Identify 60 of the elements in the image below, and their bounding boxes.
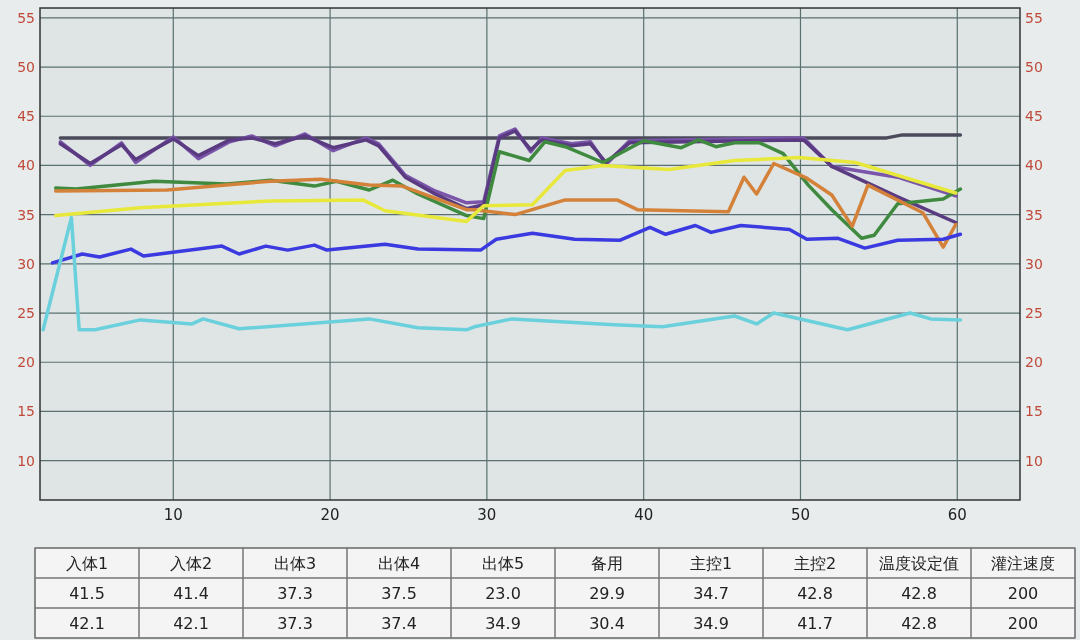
text: 200	[1007, 614, 1039, 633]
text: 主控2	[793, 554, 837, 573]
y-tick-label: 10	[17, 452, 35, 469]
y-tick-label: 40	[17, 157, 35, 174]
text: 37.4	[381, 614, 417, 633]
text: 42.8	[797, 584, 833, 603]
y2-tick-label: 25	[1025, 305, 1043, 322]
line-series	[53, 155, 958, 224]
x-tick-label: 40	[634, 506, 654, 524]
x-tick-label: 30	[477, 506, 497, 524]
x-tick-label: 20	[320, 506, 340, 524]
text: 41.4	[173, 584, 209, 603]
text: 主控1	[689, 554, 733, 573]
y-tick-label: 35	[17, 206, 35, 223]
y-tick-label: 15	[17, 403, 35, 420]
text: 入体2	[169, 554, 213, 573]
y2-tick-label: 15	[1025, 403, 1043, 420]
text: 42.8	[901, 584, 937, 603]
text: 灌注速度	[991, 554, 1055, 573]
x-tick-label: 60	[947, 506, 967, 524]
y2-tick-label: 20	[1025, 354, 1043, 371]
text: 23.0	[485, 584, 521, 603]
text: 37.3	[277, 614, 313, 633]
y2-tick-label: 30	[1025, 255, 1043, 272]
text: 41.7	[797, 614, 833, 633]
text: 34.9	[485, 614, 521, 633]
text: 温度设定值	[879, 554, 959, 573]
y2-tick-label: 50	[1025, 59, 1043, 76]
y2-tick-label: 40	[1025, 157, 1043, 174]
text: 29.9	[589, 584, 625, 603]
text: 42.1	[173, 614, 209, 633]
x-tick-label: 50	[790, 506, 811, 524]
y-tick-label: 30	[17, 255, 35, 272]
line-series	[50, 223, 963, 265]
text: 42.1	[69, 614, 105, 633]
y-tick-label: 55	[17, 9, 35, 26]
text: 30.4	[589, 614, 625, 633]
text: 出体4	[377, 554, 421, 573]
text: 37.5	[381, 584, 417, 603]
line-series	[41, 215, 963, 332]
text: 入体1	[65, 554, 109, 573]
text: 备用	[591, 554, 623, 573]
y2-tick-label: 55	[1025, 9, 1043, 26]
y2-tick-label: 45	[1025, 108, 1043, 125]
text: 34.9	[693, 614, 729, 633]
x-tick-label: 10	[163, 506, 183, 524]
text: 出体3	[273, 554, 317, 573]
y2-tick-label: 35	[1025, 206, 1043, 223]
text: 41.5	[69, 584, 105, 603]
y-tick-label: 25	[17, 305, 35, 322]
text: 出体5	[481, 554, 525, 573]
text: 42.8	[901, 614, 937, 633]
line-series	[53, 161, 958, 249]
y-tick-label: 20	[17, 354, 35, 371]
y2-tick-label: 10	[1025, 452, 1043, 469]
text: 37.3	[277, 584, 313, 603]
text: 34.7	[693, 584, 729, 603]
text: 200	[1007, 584, 1039, 603]
y-tick-label: 50	[17, 59, 35, 76]
y-tick-label: 45	[17, 108, 35, 125]
